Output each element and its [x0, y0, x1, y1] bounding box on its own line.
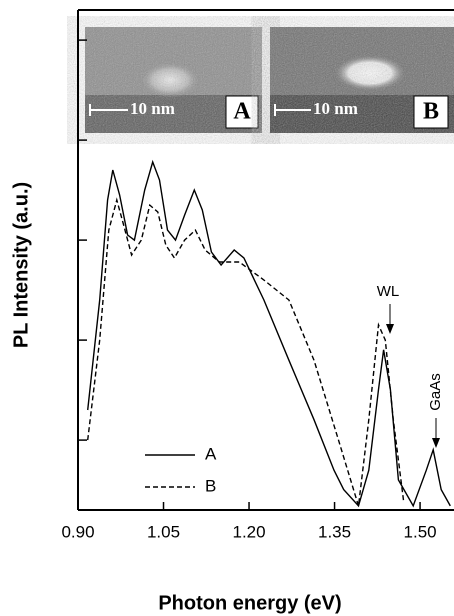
y-axis-title: PL Intensity (a.u.) [10, 182, 32, 348]
inset-a [85, 27, 262, 133]
scale-bar-label: 10 nm [130, 99, 175, 118]
inset-label: B [423, 99, 439, 125]
arrow-head [432, 438, 440, 448]
x-axis-title: Photon energy (eV) [158, 592, 341, 614]
x-tick-label: 1.35 [318, 522, 351, 541]
inset-label: A [233, 99, 251, 125]
x-tick-label: 0.90 [61, 522, 94, 541]
series-line [87, 159, 451, 508]
inset-b [270, 27, 454, 133]
legend-label: A [205, 444, 217, 463]
arrow-head [386, 324, 394, 334]
x-tick-label: 1.05 [147, 522, 180, 541]
x-tick-label: 1.50 [404, 522, 437, 541]
legend-label: B [205, 476, 216, 495]
scale-bar-label: 10 nm [313, 99, 358, 118]
insets: 10 nm A 10 nm B [85, 27, 454, 133]
annotation: GaAs [427, 373, 444, 411]
series-line [87, 197, 405, 507]
x-tick-label: 1.20 [232, 522, 265, 541]
annotation: WL [377, 283, 400, 300]
